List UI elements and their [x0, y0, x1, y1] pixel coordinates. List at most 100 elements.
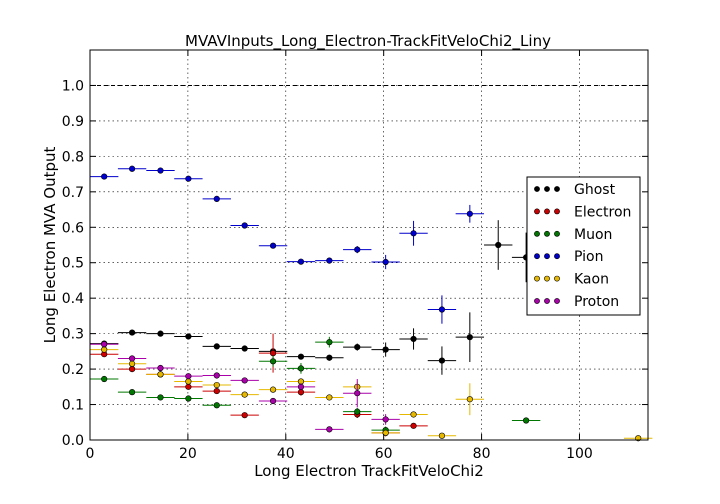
legend-marker [554, 253, 560, 260]
data-point [241, 345, 248, 352]
data-point [382, 429, 389, 437]
data-point [185, 373, 192, 380]
data-point [241, 222, 248, 229]
legend-label-electron: Electron [574, 204, 631, 220]
data-point [185, 378, 192, 385]
data-point [410, 230, 417, 237]
y-axis-label: Long Electron MVA Output [41, 147, 59, 344]
data-point [213, 195, 220, 203]
legend-marker [534, 253, 540, 260]
series-proton [90, 341, 400, 433]
y-tick-label: 0.9 [62, 114, 84, 130]
data-point [241, 391, 248, 398]
data-point [354, 344, 361, 351]
y-tick-label: 0.1 [62, 398, 84, 414]
data-point [128, 360, 136, 367]
legend-marker [534, 230, 540, 237]
legend-box [526, 176, 641, 316]
data-point [128, 365, 136, 373]
y-tick-label: 0.7 [62, 185, 84, 201]
data-point [466, 334, 473, 341]
data-point [269, 242, 277, 249]
y-tick-label: 0.2 [62, 362, 84, 378]
series-kaon [90, 346, 653, 442]
y-tick-label: 0.6 [62, 220, 84, 236]
y-tick-label: 0.3 [62, 327, 84, 343]
data-point [438, 357, 446, 364]
data-point [326, 257, 333, 264]
data-point [354, 246, 361, 253]
data-point [438, 306, 446, 313]
data-point [495, 241, 502, 249]
legend-label-muon: Muon [574, 227, 612, 243]
y-tick-label: 0.4 [62, 291, 84, 307]
data-point [269, 397, 277, 405]
legend-marker [534, 186, 540, 192]
data-point [410, 422, 417, 429]
data-point [157, 330, 164, 337]
data-point [466, 396, 473, 403]
y-tick-label: 0.0 [62, 433, 84, 449]
legend-marker [544, 253, 550, 260]
plot-frame [89, 49, 649, 441]
legend-marker [534, 298, 540, 304]
data-point [523, 417, 530, 424]
data-point [269, 350, 277, 357]
data-point [213, 402, 220, 409]
data-point [297, 258, 305, 265]
data-point [382, 258, 389, 266]
data-point [326, 339, 333, 346]
data-point [354, 408, 361, 415]
data-point [157, 371, 164, 378]
data-point [157, 364, 164, 372]
legend-marker [544, 208, 550, 215]
data-point [466, 210, 473, 217]
legend-marker [554, 275, 560, 282]
axis-ticks: 0 20 40 60 80 100 0.0 0.1 0.2 0.3 0.4 0.5 0.6 0.7 0.8 0… [62, 50, 648, 462]
legend-marker [554, 208, 560, 215]
data-point [185, 395, 192, 402]
data-point [297, 383, 305, 390]
x-tick-label: 100 [566, 446, 593, 462]
data-point [128, 165, 136, 172]
data-point [326, 354, 333, 361]
legend-marker [534, 275, 540, 282]
data-point [213, 372, 220, 379]
data-point [213, 387, 220, 395]
legend-marker [554, 298, 560, 304]
data-point [185, 383, 192, 390]
legend-label-kaon: Kaon [574, 272, 609, 288]
data-point [213, 381, 220, 389]
x-tick-label: 0 [86, 446, 95, 462]
x-tick-label: 60 [375, 446, 393, 462]
data-point [438, 432, 446, 439]
data-point [157, 167, 164, 174]
legend-marker [554, 230, 560, 237]
y-tick-label: 0.8 [62, 149, 84, 165]
x-axis-label: Long Electron TrackFitVeloChi2 [254, 462, 484, 480]
legend-marker [544, 230, 550, 237]
data-point [410, 335, 417, 343]
data-point [213, 343, 220, 350]
data-point [101, 375, 108, 383]
data-point [326, 394, 333, 401]
series-muon [90, 336, 541, 434]
data-point [382, 346, 389, 353]
y-tick-label: 1.0 [62, 78, 84, 94]
data-point [354, 390, 361, 397]
data-point [101, 346, 108, 353]
y-tick-label: 0.5 [62, 256, 84, 272]
legend-marker [544, 275, 550, 282]
legend: Ghost Electron Muon Pion Kaon Proton [526, 176, 641, 316]
data-point [410, 411, 417, 418]
data-point [297, 365, 305, 372]
legend-label-proton: Proton [574, 294, 619, 310]
data-point [269, 358, 277, 365]
data-point [382, 416, 389, 423]
data-point [185, 175, 192, 182]
x-tick-label: 80 [473, 446, 491, 462]
x-tick-label: 20 [179, 446, 197, 462]
legend-marker [544, 186, 550, 192]
legend-label-pion: Pion [574, 249, 603, 265]
